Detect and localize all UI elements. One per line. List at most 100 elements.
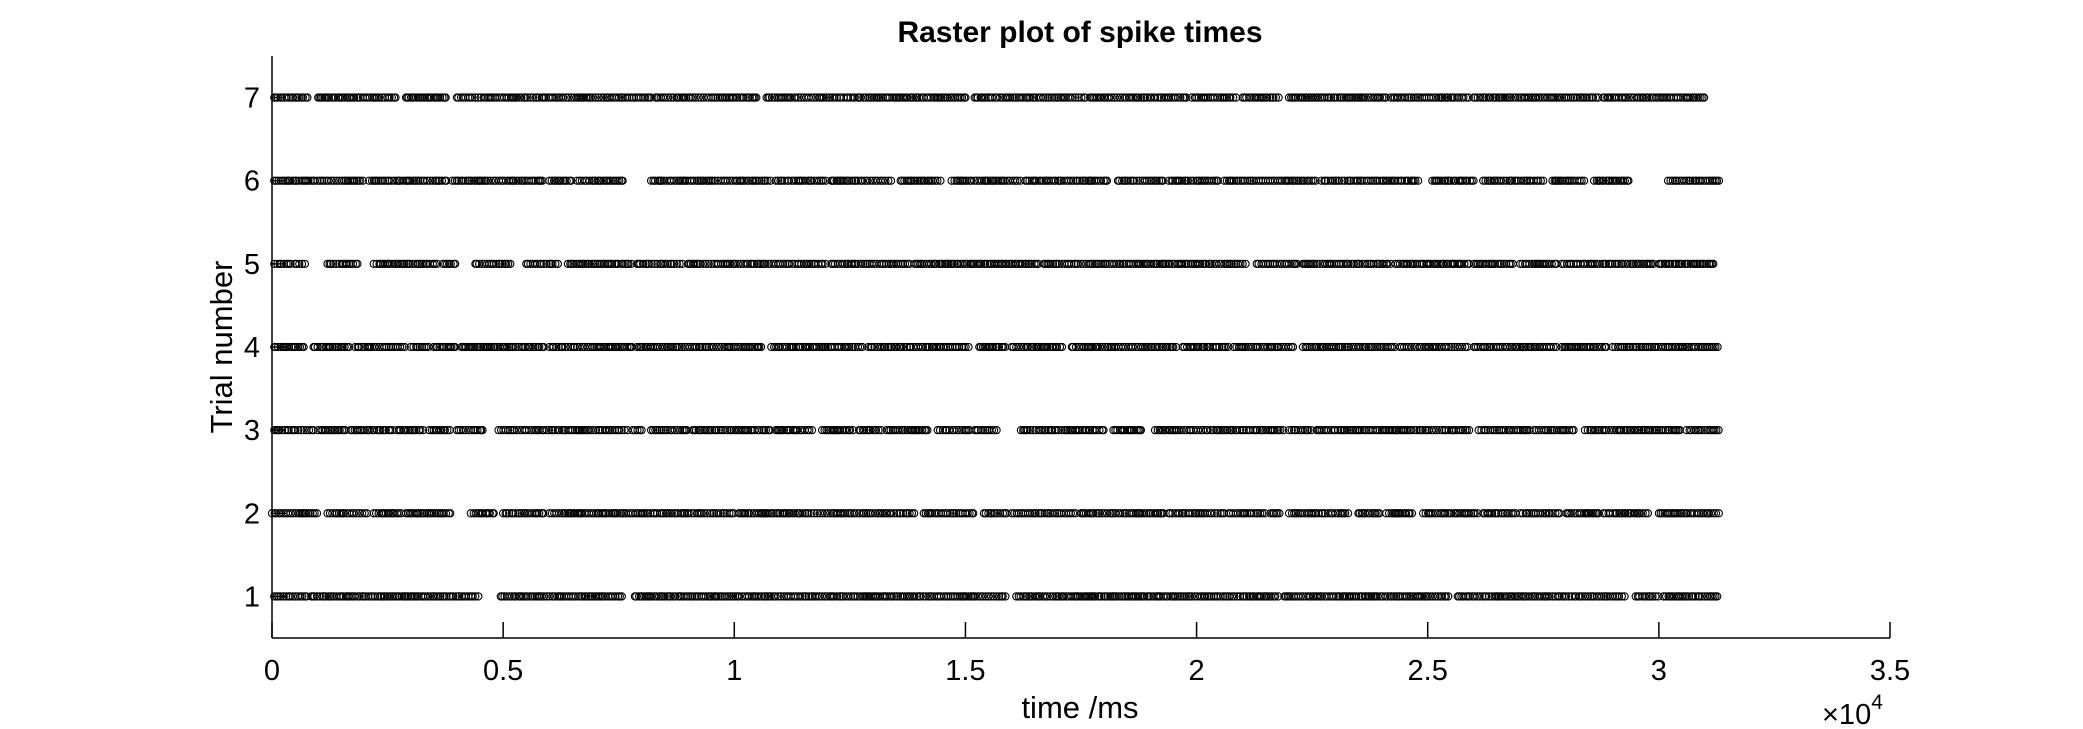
spike-marker	[964, 342, 973, 352]
spike-marker	[1512, 425, 1521, 435]
y-axis-label: Trial number	[204, 261, 239, 434]
spike-marker	[1119, 342, 1128, 352]
spike-marker	[1165, 259, 1174, 269]
spike-marker	[461, 176, 470, 185]
spike-marker	[1246, 342, 1256, 352]
spike-marker	[1057, 425, 1066, 435]
spike-marker	[1613, 342, 1623, 352]
spike-marker	[1602, 342, 1611, 352]
spike-marker	[704, 259, 713, 269]
spike-marker	[1349, 259, 1359, 269]
spike-marker	[446, 259, 455, 269]
spike-marker	[556, 176, 565, 185]
spike-marker	[1261, 259, 1271, 269]
spike-marker	[1601, 259, 1611, 269]
spike-marker	[899, 509, 908, 518]
spike-marker	[591, 425, 601, 435]
spike-marker	[1178, 259, 1187, 269]
spike-marker	[1464, 509, 1474, 518]
spike-marker	[1534, 176, 1543, 185]
spike-marker	[1691, 592, 1700, 601]
spike-marker	[938, 259, 947, 269]
spike-marker	[1587, 425, 1596, 435]
spike-marker	[405, 259, 414, 269]
spike-marker	[436, 592, 445, 601]
spike-marker	[569, 259, 578, 269]
spike-marker	[675, 342, 684, 352]
spike-marker	[878, 176, 888, 185]
spike-marker	[1300, 509, 1309, 518]
spike-marker	[295, 259, 304, 269]
spike-marker	[961, 342, 970, 352]
spike-marker	[585, 176, 594, 185]
spike-marker	[511, 592, 520, 601]
spike-marker	[652, 592, 661, 601]
spike-marker	[744, 425, 753, 435]
spike-marker	[326, 259, 336, 269]
spike-marker	[1369, 176, 1378, 185]
spike-marker	[387, 259, 397, 269]
spike-marker	[1661, 342, 1670, 352]
spike-marker	[837, 342, 846, 352]
spike-marker	[990, 425, 999, 435]
spike-marker	[1620, 342, 1629, 352]
spike-marker	[1711, 342, 1720, 352]
spike-marker	[1373, 592, 1382, 601]
trial-row-5	[270, 259, 1718, 269]
spike-marker	[1238, 259, 1247, 269]
spike-marker	[334, 342, 343, 352]
spike-marker	[638, 259, 648, 269]
spike-marker	[637, 425, 646, 435]
spike-marker	[1521, 342, 1530, 352]
spike-marker	[580, 342, 589, 352]
spike-marker	[1614, 592, 1624, 601]
spike-marker	[290, 425, 300, 435]
spike-marker	[989, 176, 998, 185]
x-tick-label: 3	[1651, 655, 1667, 687]
spike-marker	[832, 592, 842, 601]
spike-marker	[652, 509, 662, 518]
spike-marker	[1115, 176, 1124, 185]
spike-marker	[1110, 259, 1119, 269]
spike-marker	[535, 342, 544, 352]
spike-marker	[1068, 342, 1078, 352]
spike-marker	[755, 425, 764, 435]
spike-marker	[1073, 259, 1083, 269]
spike-marker	[1404, 342, 1413, 352]
spike-marker	[1207, 509, 1216, 518]
spike-marker	[771, 176, 781, 185]
spike-marker	[864, 342, 873, 352]
spike-marker	[1668, 176, 1678, 185]
spike-marker	[1022, 259, 1031, 269]
spike-marker	[1659, 592, 1668, 601]
spike-marker	[1126, 176, 1135, 185]
spike-marker	[1182, 592, 1191, 601]
spike-marker	[838, 259, 847, 269]
spike-marker	[385, 592, 394, 601]
spike-marker	[1310, 259, 1319, 269]
spike-marker	[415, 342, 424, 352]
spike-marker	[544, 425, 554, 435]
spike-marker	[1166, 509, 1175, 518]
spike-marker	[1481, 176, 1490, 185]
spike-marker	[1623, 259, 1632, 269]
spike-marker	[782, 509, 792, 518]
spike-marker	[1023, 425, 1032, 435]
spike-marker	[1480, 342, 1490, 352]
spike-marker	[1464, 425, 1474, 435]
spike-marker	[882, 425, 891, 435]
spike-marker	[451, 592, 461, 601]
spike-marker	[1703, 592, 1712, 601]
spike-marker	[562, 176, 571, 185]
spike-marker	[1699, 259, 1709, 269]
spike-marker	[1646, 259, 1656, 269]
spike-marker	[712, 342, 721, 352]
spike-marker	[455, 592, 464, 601]
spike-marker	[1608, 509, 1618, 518]
spike-marker	[1095, 342, 1105, 352]
spike-marker	[297, 259, 307, 269]
spike-marker	[1442, 342, 1451, 352]
spike-marker	[610, 259, 619, 269]
spike-marker	[620, 425, 629, 435]
spike-marker	[1453, 509, 1462, 518]
